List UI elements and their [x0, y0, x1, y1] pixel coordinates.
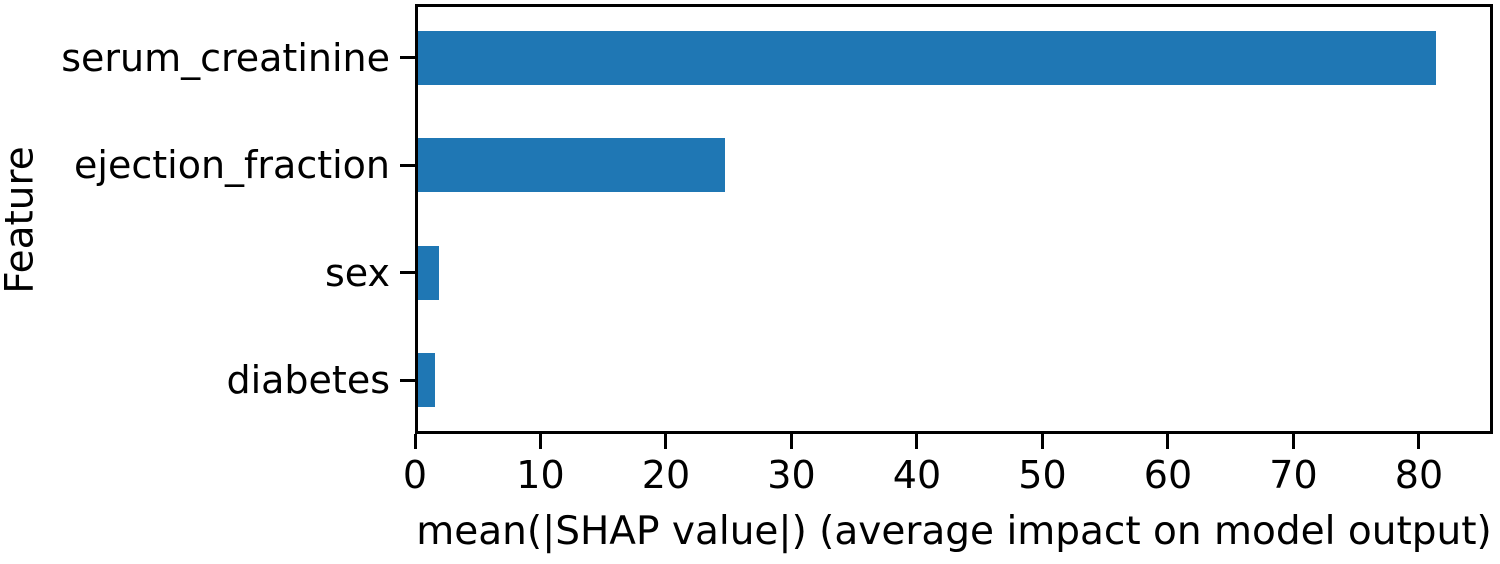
x-tick-mark — [664, 434, 668, 449]
y-tick-label-sex: sex — [325, 250, 390, 295]
x-tick-mark — [789, 434, 793, 449]
x-tick-mark — [1291, 434, 1295, 449]
x-tick-label: 10 — [516, 453, 565, 497]
y-tick-label-ejection_fraction: ejection_fraction — [74, 143, 390, 188]
y-tick-mark — [400, 56, 415, 60]
x-axis-title: mean(|SHAP value|) (average impact on mo… — [416, 509, 1492, 554]
y-tick-mark — [400, 271, 415, 275]
bar-ejection_fraction — [418, 138, 725, 193]
x-tick-label: 30 — [767, 453, 816, 497]
x-tick-label: 20 — [641, 453, 691, 497]
x-tick-label: 50 — [1018, 453, 1067, 497]
x-tick-mark — [1166, 434, 1170, 449]
bar-sex — [418, 245, 440, 300]
x-tick-label: 0 — [402, 453, 428, 497]
y-tick-label-serum_creatinine: serum_creatinine — [61, 35, 390, 80]
x-tick-mark — [538, 434, 542, 449]
x-tick-label: 70 — [1269, 453, 1318, 497]
x-tick-mark — [413, 434, 417, 449]
x-tick-mark — [1417, 434, 1421, 449]
x-tick-mark — [1040, 434, 1044, 449]
y-tick-mark — [400, 163, 415, 167]
y-tick-label-diabetes: diabetes — [226, 358, 390, 403]
plot-area — [415, 4, 1493, 434]
x-tick-label: 40 — [892, 453, 942, 497]
bar-diabetes — [418, 353, 436, 408]
x-tick-mark — [915, 434, 919, 449]
bar-serum_creatinine — [418, 30, 1437, 85]
x-tick-label: 60 — [1143, 453, 1193, 497]
y-tick-mark — [400, 378, 415, 382]
x-tick-label: 80 — [1394, 453, 1444, 497]
